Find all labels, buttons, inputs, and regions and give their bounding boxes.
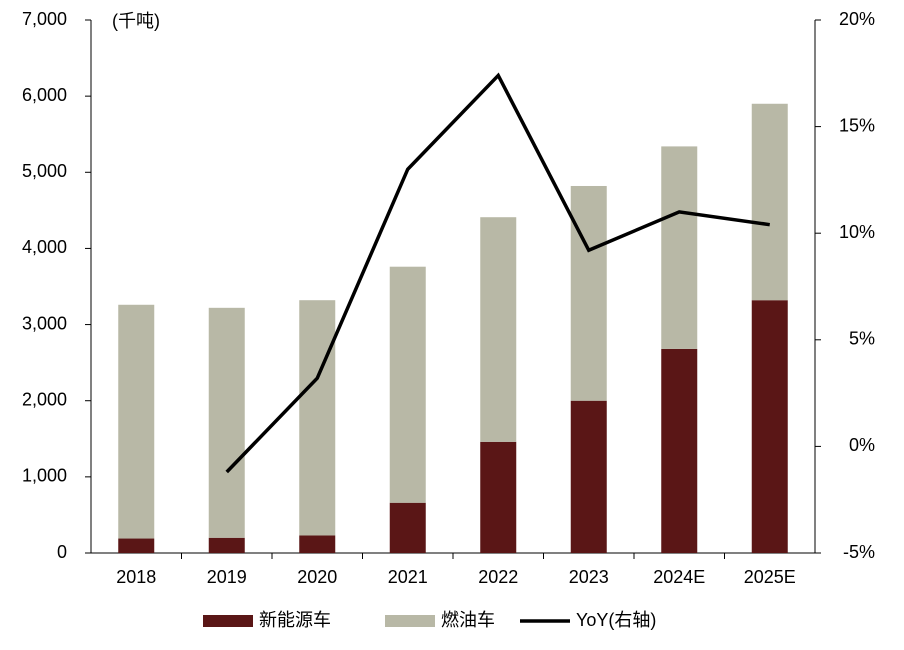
legend-label: 新能源车 <box>259 610 331 630</box>
y-tick-label: 1,000 <box>22 466 67 486</box>
bar <box>661 348 698 553</box>
legend-label: YoY(右轴) <box>576 610 656 630</box>
y-tick-label: 4,000 <box>22 237 67 257</box>
y-tick-label: 6,000 <box>22 85 67 105</box>
y2-tick-label: 0% <box>849 435 875 455</box>
y-tick-label: 3,000 <box>22 313 67 333</box>
y-tick-label: 5,000 <box>22 161 67 181</box>
y2-tick-label: -5% <box>843 542 875 562</box>
y2-tick-label: 5% <box>849 329 875 349</box>
unit-label: (千吨) <box>112 11 160 31</box>
y2-tick-label: 10% <box>839 222 875 242</box>
x-tick-label: 2020 <box>297 567 337 587</box>
x-tick-label: 2019 <box>207 567 247 587</box>
bar <box>480 441 517 553</box>
bar <box>208 537 245 553</box>
legend-swatch <box>203 615 253 627</box>
line <box>225 72 770 474</box>
x-tick-label: 2023 <box>569 567 609 587</box>
bar <box>751 300 788 553</box>
bar <box>118 304 155 539</box>
bar <box>299 300 336 536</box>
bar <box>751 103 788 301</box>
y-tick-label: 0 <box>57 542 67 562</box>
bar <box>299 535 336 553</box>
bar <box>208 307 245 538</box>
x-tick-label: 2022 <box>478 567 518 587</box>
y-tick-label: 7,000 <box>22 9 67 29</box>
bar <box>570 185 607 401</box>
bar <box>118 538 155 553</box>
x-tick-label: 2024E <box>653 567 705 587</box>
x-tick-label: 2021 <box>388 567 428 587</box>
legend-swatch <box>385 615 435 627</box>
y-tick-label: 2,000 <box>22 389 67 409</box>
bar <box>389 266 426 503</box>
bar <box>480 217 517 442</box>
bar <box>570 400 607 553</box>
x-tick-label: 2025E <box>744 567 796 587</box>
y2-tick-label: 20% <box>839 9 875 29</box>
bar <box>389 502 426 553</box>
bar <box>661 146 698 349</box>
legend-label: 燃油车 <box>441 610 495 630</box>
x-tick-label: 2018 <box>116 567 156 587</box>
y2-tick-label: 15% <box>839 115 875 135</box>
